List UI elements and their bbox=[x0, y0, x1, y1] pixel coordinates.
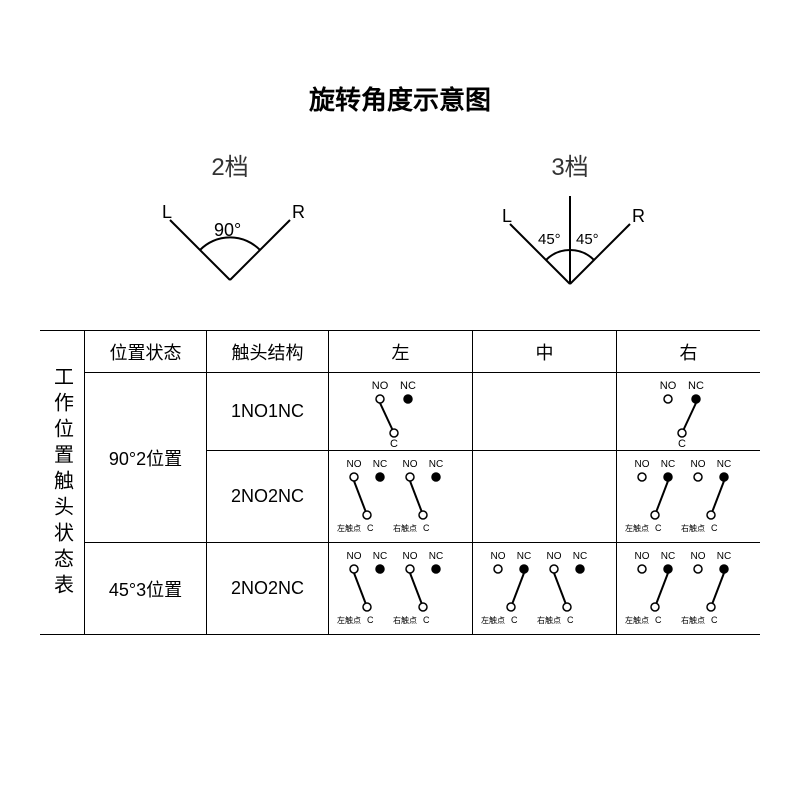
th-mid: 中 bbox=[473, 331, 617, 373]
svg-text:C: C bbox=[423, 523, 430, 533]
svg-text:右触点: 右触点 bbox=[681, 523, 705, 533]
angle-2-L: L bbox=[162, 202, 172, 222]
r2-left: NO NC 左触点 C NO NC 右触点 C bbox=[329, 451, 473, 543]
svg-text:NO: NO bbox=[691, 551, 706, 562]
svg-text:NC: NC bbox=[373, 459, 387, 470]
svg-text:C: C bbox=[390, 438, 398, 449]
r3-left: NO NC 左触点 C NO NC 右触点 C bbox=[329, 543, 473, 635]
angle-2pos: 2档 L R 90° bbox=[150, 147, 310, 300]
svg-text:NO: NO bbox=[691, 459, 706, 470]
contact-state-table: 工作位置触头状态表 位置状态 触头结构 左 中 右 90°2位置 1NO1NC … bbox=[40, 330, 760, 635]
svg-text:NO: NO bbox=[372, 380, 389, 392]
svg-text:NO: NO bbox=[403, 551, 418, 562]
svg-text:C: C bbox=[711, 615, 718, 625]
r1-pos: 90°2位置 bbox=[85, 373, 207, 543]
r3-mid: NO NC 左触点 C NO NC 右触点 C bbox=[473, 543, 617, 635]
svg-text:NO: NO bbox=[347, 459, 362, 470]
th-right: 右 bbox=[617, 331, 760, 373]
svg-text:左触点: 左触点 bbox=[337, 615, 361, 625]
svg-text:C: C bbox=[511, 615, 518, 625]
svg-text:C: C bbox=[655, 615, 662, 625]
angle-3pos-svg: L R 45° 45° bbox=[490, 190, 650, 300]
svg-text:NO: NO bbox=[347, 551, 362, 562]
svg-text:左触点: 左触点 bbox=[625, 523, 649, 533]
svg-text:NO: NO bbox=[635, 459, 650, 470]
svg-text:NC: NC bbox=[688, 380, 704, 392]
angle-2-R: R bbox=[292, 202, 305, 222]
angle-2-deg: 90° bbox=[214, 220, 241, 240]
angle-3-degL: 45° bbox=[538, 231, 561, 248]
svg-text:NO: NO bbox=[403, 459, 418, 470]
svg-text:NO: NO bbox=[547, 551, 562, 562]
page-title: 旋转角度示意图 bbox=[0, 80, 800, 117]
th-pos: 位置状态 bbox=[85, 331, 207, 373]
r2-mid bbox=[473, 451, 617, 543]
r2-right: NO NC 左触点 C NO NC 右触点 C bbox=[617, 451, 760, 543]
svg-text:NC: NC bbox=[400, 380, 416, 392]
svg-text:NC: NC bbox=[661, 459, 675, 470]
angle-3-L: L bbox=[502, 206, 512, 226]
svg-text:NC: NC bbox=[429, 459, 443, 470]
svg-text:NC: NC bbox=[373, 551, 387, 562]
svg-text:NO: NO bbox=[635, 551, 650, 562]
svg-text:C: C bbox=[655, 523, 662, 533]
table-side-label: 工作位置触头状态表 bbox=[40, 331, 85, 635]
r2-struct: 2NO2NC bbox=[207, 451, 329, 543]
svg-text:左触点: 左触点 bbox=[625, 615, 649, 625]
svg-text:NO: NO bbox=[660, 380, 677, 392]
svg-text:NC: NC bbox=[661, 551, 675, 562]
angle-3pos: 3档 L R 45° 45° bbox=[490, 147, 650, 300]
svg-text:左触点: 左触点 bbox=[481, 615, 505, 625]
svg-text:NC: NC bbox=[517, 551, 531, 562]
angle-2pos-label: 2档 bbox=[211, 147, 248, 182]
svg-text:NC: NC bbox=[717, 459, 731, 470]
svg-text:C: C bbox=[567, 615, 574, 625]
svg-text:NC: NC bbox=[717, 551, 731, 562]
svg-text:C: C bbox=[367, 523, 374, 533]
svg-text:C: C bbox=[678, 438, 686, 449]
svg-text:NO: NO bbox=[491, 551, 506, 562]
r1-struct: 1NO1NC bbox=[207, 373, 329, 451]
r3-struct: 2NO2NC bbox=[207, 543, 329, 635]
angle-3-degR: 45° bbox=[576, 231, 599, 248]
svg-text:右触点: 右触点 bbox=[681, 615, 705, 625]
svg-text:C: C bbox=[711, 523, 718, 533]
r1-mid bbox=[473, 373, 617, 451]
th-left: 左 bbox=[329, 331, 473, 373]
svg-text:右触点: 右触点 bbox=[537, 615, 561, 625]
angle-3-R: R bbox=[632, 206, 645, 226]
r1-left: NO NC C bbox=[329, 373, 473, 451]
r3-right: NO NC 左触点 C NO NC 右触点 C bbox=[617, 543, 760, 635]
svg-text:右触点: 右触点 bbox=[393, 615, 417, 625]
svg-text:NC: NC bbox=[573, 551, 587, 562]
svg-text:右触点: 右触点 bbox=[393, 523, 417, 533]
angle-3pos-label: 3档 bbox=[551, 147, 588, 182]
svg-text:C: C bbox=[423, 615, 430, 625]
th-struct: 触头结构 bbox=[207, 331, 329, 373]
svg-text:C: C bbox=[367, 615, 374, 625]
angle-2pos-svg: L R 90° bbox=[150, 190, 310, 300]
svg-text:NC: NC bbox=[429, 551, 443, 562]
r3-pos: 45°3位置 bbox=[85, 543, 207, 635]
svg-text:左触点: 左触点 bbox=[337, 523, 361, 533]
angle-diagrams: 2档 L R 90° 3档 bbox=[0, 147, 800, 300]
r1-right: NO NC C bbox=[617, 373, 760, 451]
